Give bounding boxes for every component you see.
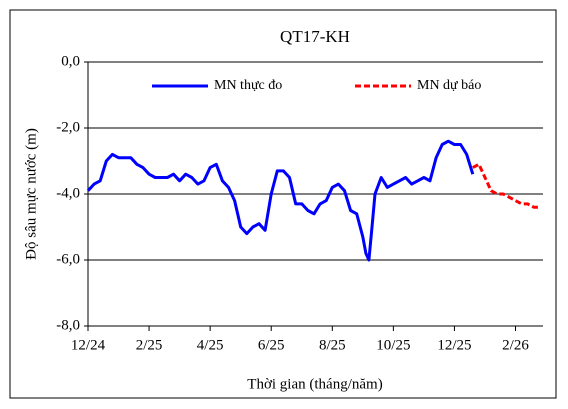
x-tick-label: 12/25 [437,337,471,353]
y-axis-label: Độ sâu mực nước (m) [23,128,39,260]
x-tick-label: 10/25 [376,337,410,353]
y-tick-label: -2,0 [56,119,80,135]
x-tick-label: 4/25 [197,337,224,353]
legend-label: MN dự báo [417,78,481,93]
y-tick-label: -4,0 [56,185,80,201]
y-tick-label: 0,0 [61,53,80,69]
series-line [472,162,540,209]
x-tick-label: 12/24 [71,337,106,353]
y-tick-label: -8,0 [56,317,80,333]
series-line [86,139,475,262]
x-tick-label: 6/25 [258,337,285,353]
frame [9,9,557,399]
chart-title: QT17-KH [280,27,350,46]
y-tick-label: -6,0 [56,251,80,267]
x-tick-label: 2/26 [502,337,529,353]
x-tick-label: 2/25 [136,337,163,353]
x-tick-label: 8/25 [319,337,346,353]
x-axis-label: Thời gian (tháng/năm) [247,376,382,392]
legend-label: MN thực đo [214,78,282,93]
